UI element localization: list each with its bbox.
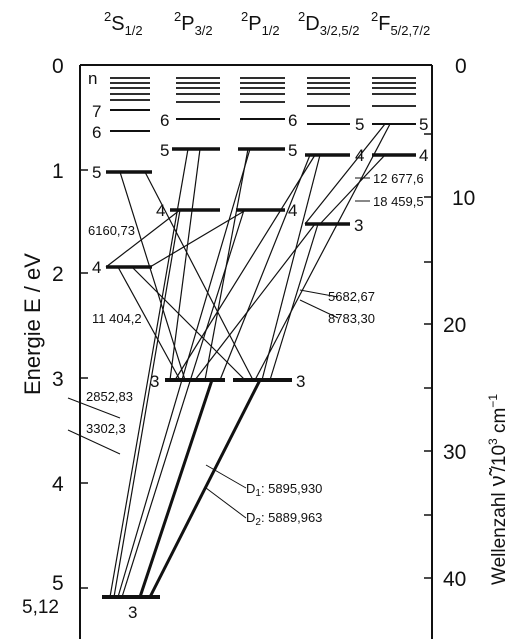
wavelength-12677: 12 677,6 bbox=[373, 171, 424, 186]
transitions bbox=[105, 123, 391, 598]
transition-3p32-5s bbox=[169, 148, 201, 381]
d1-line-label: D1: 5895,930 bbox=[246, 481, 322, 499]
label-p12-5: 5 bbox=[288, 141, 297, 160]
leader-lines bbox=[67, 177, 370, 519]
transition-5s-3p12 bbox=[144, 171, 254, 381]
transition-3d-4f bbox=[319, 154, 386, 225]
left-axis-label: Energie E / eV bbox=[20, 253, 45, 395]
transition-4s-3p12 bbox=[131, 266, 246, 381]
label-f5: 5 bbox=[419, 115, 428, 134]
transition-3s-5p12 bbox=[117, 148, 251, 598]
label-s3: 3 bbox=[128, 603, 137, 622]
transition-3p-4d bbox=[219, 154, 311, 381]
transition-3d-5f bbox=[304, 123, 386, 225]
left-tick-3: 3 bbox=[52, 368, 64, 391]
right-tick-40: 40 bbox=[443, 568, 466, 591]
label-s7: 7 bbox=[92, 102, 101, 121]
wavelength-8783: 8783,30 bbox=[328, 311, 375, 326]
transition-3s-4p32 bbox=[113, 209, 181, 598]
right-tick-0: 0 bbox=[455, 55, 467, 78]
label-s4: 4 bbox=[92, 258, 101, 277]
right-tick-10: 10 bbox=[452, 187, 475, 210]
label-p32-6: 6 bbox=[160, 111, 169, 130]
right-axis-ticks bbox=[424, 133, 432, 579]
header-d: 2D3/2,5/2 bbox=[298, 9, 359, 38]
left-tick-1: 1 bbox=[52, 160, 64, 183]
label-s5: 5 bbox=[92, 163, 101, 182]
transition-3p32-4d bbox=[174, 154, 316, 381]
header-p32: 2P3/2 bbox=[174, 9, 213, 38]
high-n-levels bbox=[110, 77, 416, 107]
header-p12: 2P1/2 bbox=[241, 9, 280, 38]
label-d5: 5 bbox=[355, 115, 364, 134]
transition-3s-4p12 bbox=[121, 209, 245, 598]
label-f4: 4 bbox=[419, 146, 428, 165]
label-p12-4: 4 bbox=[288, 201, 297, 220]
wavelength-3302: 3302,3 bbox=[86, 421, 126, 436]
left-tick-4: 4 bbox=[52, 473, 64, 496]
left-tick-2: 2 bbox=[52, 263, 64, 286]
label-d3: 3 bbox=[354, 216, 363, 235]
left-axis-ticks bbox=[80, 169, 88, 589]
transition-d1 bbox=[148, 379, 262, 598]
transition-3p-5p bbox=[204, 148, 249, 381]
transition-d2 bbox=[138, 379, 214, 598]
label-p12-3: 3 bbox=[296, 372, 305, 391]
wavelength-18459: 18 459,5 bbox=[373, 194, 424, 209]
left-tick-0: 0 bbox=[52, 55, 64, 78]
header-f: 2F5/2,7/2 bbox=[371, 9, 430, 38]
left-tick-512: 5,12 bbox=[22, 597, 59, 618]
label-p12-6: 6 bbox=[288, 111, 297, 130]
label-p32-3: 3 bbox=[150, 372, 159, 391]
label-s6: 6 bbox=[92, 123, 101, 142]
label-p32-4: 4 bbox=[156, 201, 165, 220]
transition-3s-5p32 bbox=[109, 148, 189, 598]
left-tick-5: 5 bbox=[52, 572, 64, 595]
transition-4s-3p32 bbox=[117, 266, 181, 381]
header-s12: 2S1/2 bbox=[104, 9, 143, 38]
right-axis-label: Wellenzahlν̃/103 cm−1 bbox=[485, 394, 510, 585]
transition-4s-4p32 bbox=[105, 209, 181, 268]
label-p32-5: 5 bbox=[160, 141, 169, 160]
wavelength-5682: 5682,67 bbox=[328, 289, 375, 304]
label-d4: 4 bbox=[355, 146, 364, 165]
wavelength-2852: 2852,83 bbox=[86, 389, 133, 404]
transition-3p12-3d bbox=[269, 223, 319, 381]
wavelength-11404: 11 404,2 bbox=[92, 311, 142, 326]
right-tick-20: 20 bbox=[443, 314, 466, 337]
label-n: n bbox=[88, 69, 97, 88]
wavelength-6160: 6160,73 bbox=[88, 223, 135, 238]
d2-line-label: D2: 5889,963 bbox=[246, 510, 322, 528]
transition-3p12-4d bbox=[261, 154, 321, 381]
transition-4s-4p12 bbox=[149, 209, 247, 268]
transition-3p12-5f bbox=[254, 123, 391, 381]
transition-5s-3p32 bbox=[119, 171, 186, 381]
right-tick-30: 30 bbox=[443, 441, 466, 464]
